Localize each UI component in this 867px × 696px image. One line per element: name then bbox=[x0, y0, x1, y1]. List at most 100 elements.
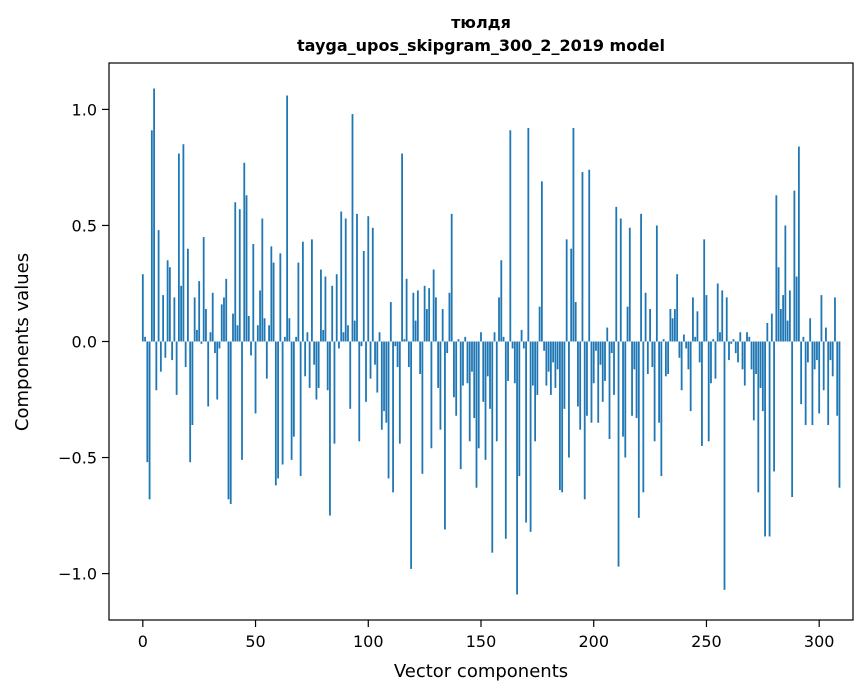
bar-88 bbox=[340, 211, 343, 342]
bar-67 bbox=[292, 341, 295, 437]
bar-59 bbox=[274, 341, 277, 486]
bar-222 bbox=[642, 341, 645, 493]
bar-117 bbox=[405, 278, 408, 342]
bar-169 bbox=[522, 341, 525, 349]
chart-subtitle: tayga_upos_skipgram_300_2_2019 model bbox=[297, 36, 665, 55]
bar-283 bbox=[779, 309, 782, 342]
x-tick-label: 300 bbox=[804, 632, 835, 651]
bar-285 bbox=[784, 225, 787, 342]
bar-185 bbox=[559, 341, 561, 491]
bar-92 bbox=[349, 341, 352, 409]
bar-55 bbox=[265, 341, 268, 379]
bar-264 bbox=[737, 341, 739, 363]
bar-152 bbox=[484, 341, 487, 460]
bar-47 bbox=[247, 315, 250, 342]
bar-143 bbox=[464, 336, 467, 342]
bar-87 bbox=[338, 341, 340, 349]
bar-50 bbox=[254, 341, 257, 414]
bar-173 bbox=[531, 341, 534, 386]
bar-190 bbox=[570, 248, 573, 342]
bar-125 bbox=[423, 285, 426, 342]
y-tick-label: 1.0 bbox=[72, 100, 97, 119]
bar-53 bbox=[261, 218, 264, 342]
bar-79 bbox=[320, 269, 322, 342]
bar-81 bbox=[324, 276, 327, 342]
bar-41 bbox=[234, 202, 237, 342]
bar-149 bbox=[477, 341, 480, 449]
bar-242 bbox=[687, 341, 690, 370]
bar-27 bbox=[202, 237, 205, 342]
bar-239 bbox=[680, 341, 683, 391]
bar-13 bbox=[171, 341, 174, 361]
bar-177 bbox=[540, 181, 543, 342]
bar-64 bbox=[286, 95, 289, 342]
bar-211 bbox=[617, 341, 620, 567]
bar-298 bbox=[813, 341, 816, 370]
bar-102 bbox=[371, 227, 374, 342]
bar-62 bbox=[281, 341, 284, 465]
bar-31 bbox=[211, 292, 214, 342]
bar-141 bbox=[459, 341, 462, 470]
bar-166 bbox=[516, 341, 518, 595]
bar-35 bbox=[220, 304, 223, 342]
bar-105 bbox=[378, 332, 381, 342]
bar-172 bbox=[529, 341, 532, 532]
bar-218 bbox=[633, 341, 636, 370]
bar-20 bbox=[187, 248, 189, 342]
bar-295 bbox=[807, 341, 809, 363]
bar-189 bbox=[568, 341, 570, 458]
bar-94 bbox=[353, 320, 356, 342]
bar-225 bbox=[649, 309, 651, 342]
bar-168 bbox=[520, 329, 523, 342]
bar-44 bbox=[241, 341, 243, 460]
bar-276 bbox=[764, 341, 766, 537]
bar-32 bbox=[214, 341, 216, 354]
bar-224 bbox=[646, 341, 649, 374]
bar-12 bbox=[168, 267, 171, 342]
bar-130 bbox=[435, 297, 437, 342]
bar-214 bbox=[624, 341, 627, 458]
bar-26 bbox=[200, 341, 203, 344]
bar-254 bbox=[714, 341, 717, 379]
bar-201 bbox=[595, 341, 597, 351]
bar-294 bbox=[804, 341, 807, 426]
bar-181 bbox=[549, 341, 552, 395]
bar-16 bbox=[177, 153, 180, 342]
bar-115 bbox=[401, 153, 403, 342]
bar-133 bbox=[441, 309, 444, 342]
bar-40 bbox=[232, 313, 234, 342]
bar-270 bbox=[750, 341, 753, 370]
bar-3 bbox=[148, 341, 151, 500]
bar-2 bbox=[146, 341, 149, 463]
bar-237 bbox=[676, 274, 679, 342]
bar-195 bbox=[581, 172, 584, 342]
bar-46 bbox=[245, 195, 248, 342]
bar-256 bbox=[719, 332, 721, 342]
bar-186 bbox=[561, 341, 564, 493]
bar-194 bbox=[579, 341, 582, 430]
bar-180 bbox=[547, 341, 550, 372]
bar-51 bbox=[256, 325, 259, 342]
bar-8 bbox=[159, 341, 162, 372]
bar-58 bbox=[272, 262, 275, 342]
bar-126 bbox=[425, 309, 428, 342]
chart-title: тюлдя bbox=[451, 13, 511, 32]
bar-296 bbox=[809, 318, 812, 342]
bar-203 bbox=[599, 341, 602, 365]
bar-206 bbox=[606, 327, 609, 342]
bar-304 bbox=[827, 341, 830, 426]
bar-10 bbox=[164, 341, 167, 358]
bar-184 bbox=[556, 341, 559, 370]
bar-281 bbox=[775, 195, 778, 342]
bar-258 bbox=[723, 341, 726, 590]
bar-138 bbox=[453, 341, 455, 398]
bar-60 bbox=[277, 341, 279, 479]
bar-178 bbox=[543, 341, 546, 351]
x-axis-title: Vector components bbox=[394, 661, 568, 682]
bar-121 bbox=[414, 320, 417, 342]
x-axis-ticks: 0 50 100 150 200 250 300 bbox=[138, 620, 835, 651]
bar-74 bbox=[308, 341, 311, 388]
bar-268 bbox=[746, 332, 748, 342]
bar-249 bbox=[703, 239, 706, 342]
bar-241 bbox=[685, 341, 688, 349]
